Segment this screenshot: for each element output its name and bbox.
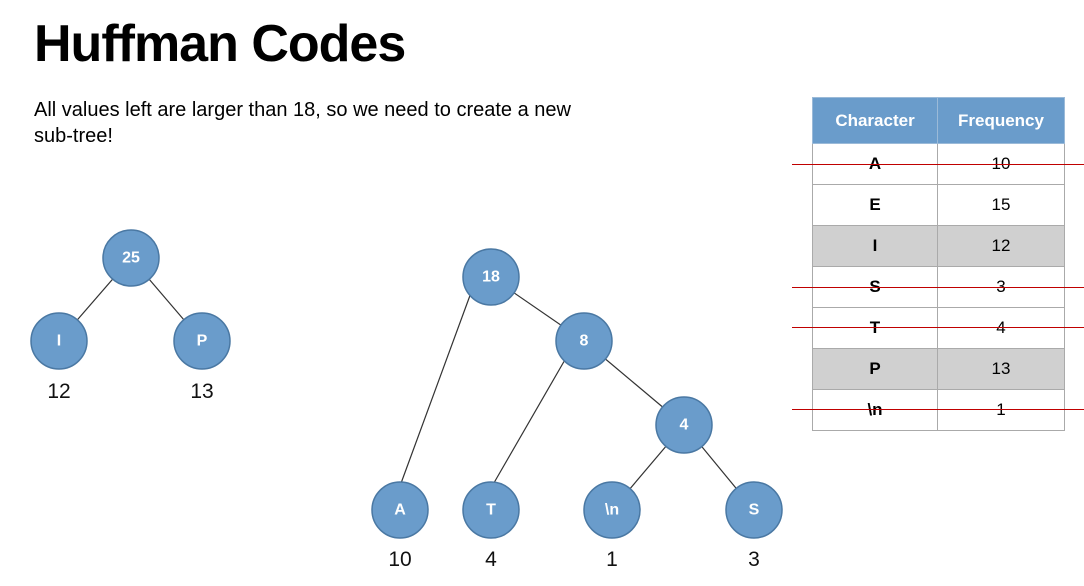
table-row: P 13	[812, 348, 1065, 390]
weight-s: 3	[748, 548, 760, 571]
weight-p: 13	[190, 380, 213, 403]
page-title: Huffman Codes	[34, 15, 406, 73]
strike-line-a	[792, 164, 1084, 165]
column-header-frequency: Frequency	[937, 97, 1065, 144]
node-a: A	[371, 481, 429, 539]
node-8-label: 8	[580, 333, 589, 350]
cell-character: E	[812, 184, 938, 226]
strike-line-s	[792, 287, 1084, 288]
table-row: T 4	[812, 307, 1065, 349]
edge-18-a	[399, 289, 473, 487]
table-row: E 15	[812, 184, 1065, 226]
frequency-table: Character Frequency A 10 E 15 I 12 S 3 T…	[812, 97, 1065, 431]
column-header-character: Character	[812, 97, 938, 144]
node-i: I	[30, 312, 88, 370]
cell-frequency: 4	[937, 307, 1065, 349]
node-25: 25	[102, 229, 160, 287]
huffman-tree-diagram: 25 I P 12 13 18 8 4 A T \n S 10 4 1 3	[30, 229, 783, 571]
strike-line-newline	[792, 409, 1084, 410]
subtitle-text: All values left are larger than 18, so w…	[34, 99, 571, 147]
cell-frequency: 15	[937, 184, 1065, 226]
node-newline-label: \n	[605, 502, 619, 519]
weight-t: 4	[485, 548, 497, 571]
node-t: T	[462, 481, 520, 539]
cell-frequency: 1	[937, 389, 1065, 431]
cell-character: I	[812, 225, 938, 267]
strike-line-t	[792, 327, 1084, 328]
table-header-row: Character Frequency	[812, 97, 1065, 144]
weight-a: 10	[388, 548, 411, 571]
node-8: 8	[555, 312, 613, 370]
node-t-label: T	[486, 502, 496, 519]
node-i-label: I	[57, 333, 61, 350]
node-a-label: A	[394, 502, 406, 519]
node-p-label: P	[197, 333, 208, 350]
weight-i: 12	[47, 380, 70, 403]
cell-character: P	[812, 348, 938, 390]
node-s-label: S	[749, 502, 760, 519]
node-p: P	[173, 312, 231, 370]
node-4-label: 4	[680, 417, 689, 434]
weight-newline: 1	[606, 548, 618, 571]
node-4: 4	[655, 396, 713, 454]
table-row: \n 1	[812, 389, 1065, 431]
table-row: I 12	[812, 225, 1065, 267]
cell-character: \n	[812, 389, 938, 431]
node-newline: \n	[583, 481, 641, 539]
node-25-label: 25	[122, 250, 140, 267]
node-18: 18	[462, 248, 520, 306]
node-s: S	[725, 481, 783, 539]
node-18-label: 18	[482, 269, 500, 286]
edge-8-t	[490, 357, 567, 489]
cell-frequency: 13	[937, 348, 1065, 390]
cell-character: T	[812, 307, 938, 349]
cell-frequency: 12	[937, 225, 1065, 267]
